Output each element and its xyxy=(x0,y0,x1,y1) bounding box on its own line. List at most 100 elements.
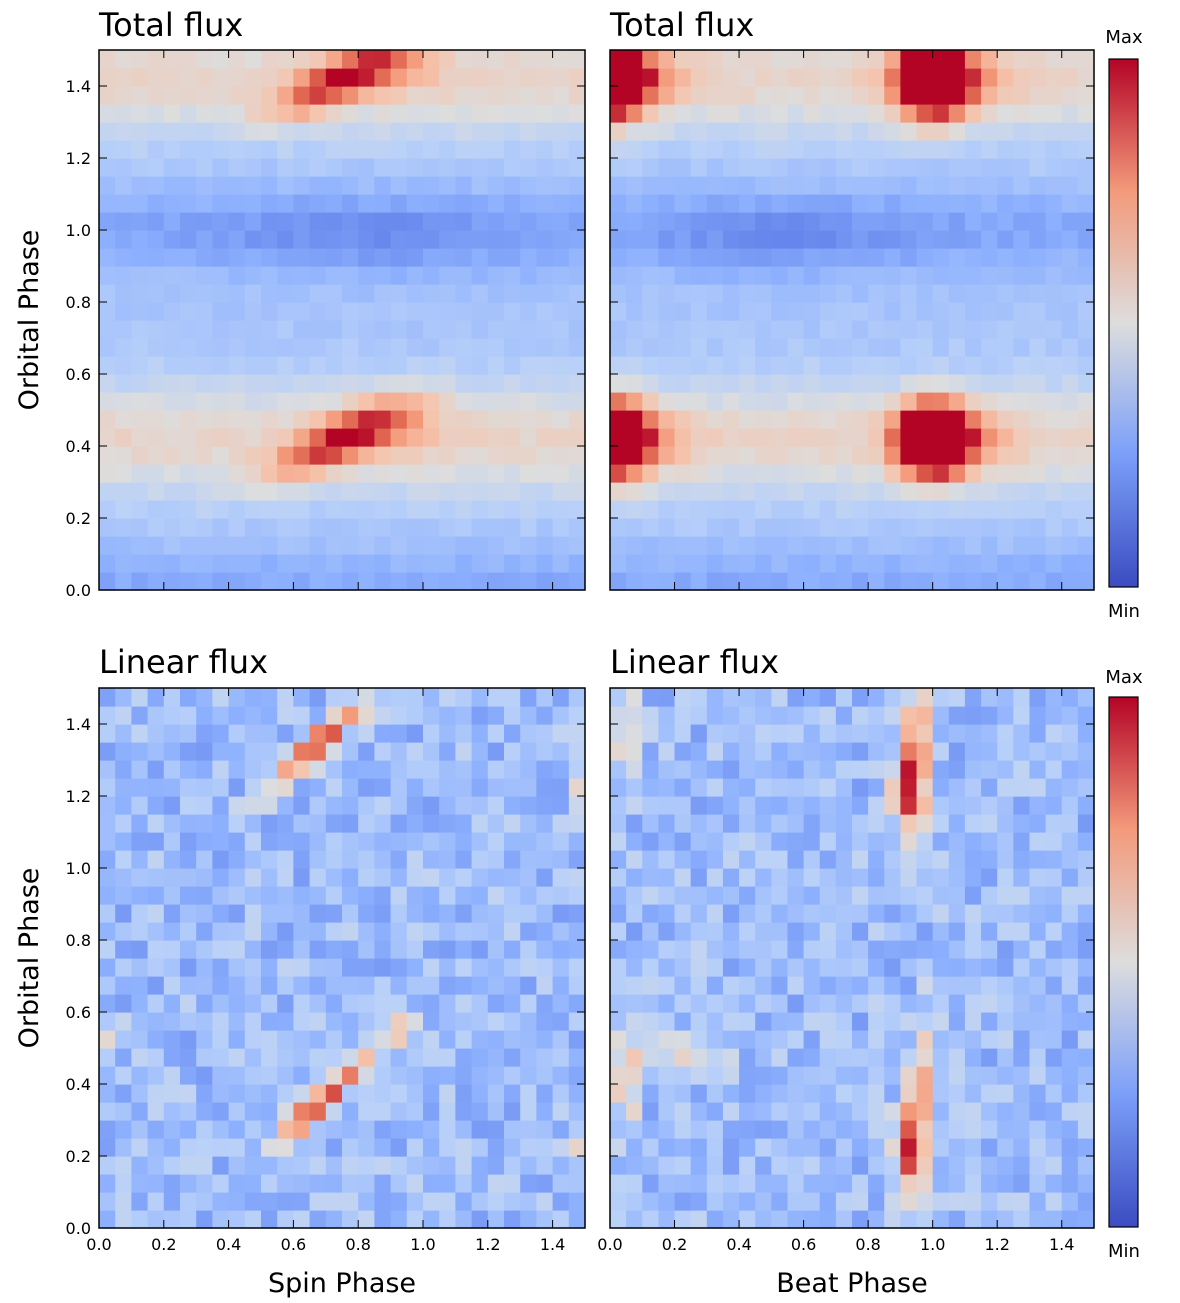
panel-title: Linear flux xyxy=(610,643,779,681)
heatmap-cell xyxy=(390,500,408,519)
heatmap-cell xyxy=(626,940,643,959)
heatmap-cell xyxy=(228,760,246,779)
heatmap-cell xyxy=(568,554,586,573)
heatmap-cell xyxy=(261,1102,278,1121)
heatmap-cell xyxy=(212,922,230,941)
heatmap-cell xyxy=(163,176,181,195)
heatmap-cell xyxy=(981,976,998,995)
heatmap-cell xyxy=(852,1174,869,1193)
heatmap-cell xyxy=(916,922,934,941)
heatmap-cell xyxy=(835,796,853,815)
heatmap-cell xyxy=(1045,742,1063,761)
heatmap-cell xyxy=(439,760,456,779)
heatmap-cell xyxy=(803,482,821,501)
heatmap-cell xyxy=(342,1120,359,1139)
heatmap-cell xyxy=(722,392,740,411)
heatmap-cell xyxy=(212,320,230,339)
heatmap-cell xyxy=(131,410,149,429)
heatmap-cell xyxy=(536,1102,554,1121)
heatmap-cell xyxy=(997,284,1014,303)
heatmap-cell xyxy=(423,868,440,887)
heatmap-cell xyxy=(406,86,424,105)
heatmap-cell xyxy=(803,688,821,707)
heatmap-cell xyxy=(706,122,724,141)
heatmap-cell xyxy=(212,212,230,231)
colorbar-gradient xyxy=(1108,696,1139,1228)
heatmap-cell xyxy=(244,536,262,555)
heatmap-cell xyxy=(325,176,343,195)
heatmap-cell xyxy=(755,1120,772,1139)
heatmap-cell xyxy=(293,868,311,887)
heatmap-cell xyxy=(568,706,586,725)
heatmap-cell xyxy=(674,688,692,707)
heatmap-cell xyxy=(916,248,934,267)
y-axis-label: Orbital Phase xyxy=(14,868,45,1049)
x-tick-label: 0.2 xyxy=(662,1235,687,1254)
heatmap-cell xyxy=(787,976,805,995)
heatmap-cell xyxy=(1077,104,1095,123)
heatmap-cell xyxy=(739,1156,756,1175)
heatmap-cell xyxy=(390,158,408,177)
heatmap-cell xyxy=(309,554,327,573)
heatmap-cell xyxy=(277,266,294,285)
heatmap-cell xyxy=(868,1192,885,1211)
heatmap-cell xyxy=(852,1192,869,1211)
heatmap-cell xyxy=(568,1120,586,1139)
heatmap-cell xyxy=(916,1012,934,1031)
heatmap-cell xyxy=(1013,796,1031,815)
heatmap-cell xyxy=(520,356,537,375)
heatmap-cell xyxy=(771,886,789,905)
heatmap-cell xyxy=(997,1084,1014,1103)
heatmap-cell xyxy=(884,1174,901,1193)
heatmap-cell xyxy=(1029,922,1047,941)
heatmap-cell xyxy=(626,356,643,375)
heatmap-cell xyxy=(471,1102,489,1121)
heatmap-cell xyxy=(900,1012,918,1031)
heatmap-cell xyxy=(147,814,165,833)
heatmap-cell xyxy=(690,284,708,303)
heatmap-cell xyxy=(325,122,343,141)
heatmap-cell xyxy=(981,572,998,591)
heatmap-cell xyxy=(948,284,966,303)
heatmap-cell xyxy=(852,940,869,959)
heatmap-cell xyxy=(1061,850,1079,869)
heatmap-cell xyxy=(406,1156,424,1175)
heatmap-cell xyxy=(852,68,869,87)
heatmap-cell xyxy=(115,500,132,519)
heatmap-cell xyxy=(439,86,456,105)
heatmap-cell xyxy=(471,212,489,231)
heatmap-cell xyxy=(504,446,521,465)
heatmap-cell xyxy=(706,374,724,393)
heatmap-cell xyxy=(658,284,676,303)
heatmap-cell xyxy=(690,410,708,429)
heatmap-cell xyxy=(196,1120,213,1139)
heatmap-cell xyxy=(964,796,982,815)
heatmap-cell xyxy=(1045,176,1063,195)
heatmap-cell xyxy=(964,230,982,249)
heatmap-cell xyxy=(520,176,537,195)
heatmap-cell xyxy=(755,392,772,411)
heatmap-cell xyxy=(658,248,676,267)
heatmap-cell xyxy=(1061,1210,1079,1229)
heatmap-cell xyxy=(900,1066,918,1085)
heatmap-cell xyxy=(228,706,246,725)
heatmap-cell xyxy=(626,68,643,87)
heatmap-cell xyxy=(964,832,982,851)
heatmap-cell xyxy=(342,940,359,959)
heatmap-cell xyxy=(803,500,821,519)
heatmap-cell xyxy=(180,832,197,851)
heatmap-cell xyxy=(997,1048,1014,1067)
heatmap-cell xyxy=(244,446,262,465)
heatmap-cell xyxy=(358,940,375,959)
heatmap-cell xyxy=(658,302,676,321)
heatmap-cell xyxy=(997,994,1014,1013)
heatmap-cell xyxy=(309,1102,327,1121)
heatmap-cell xyxy=(981,518,998,537)
heatmap-cell xyxy=(835,446,853,465)
heatmap-cell xyxy=(690,1156,708,1175)
heatmap-cell xyxy=(755,320,772,339)
heatmap-cell xyxy=(471,356,489,375)
heatmap-cell xyxy=(390,958,408,977)
heatmap-cell xyxy=(180,1066,197,1085)
heatmap-cell xyxy=(981,410,998,429)
